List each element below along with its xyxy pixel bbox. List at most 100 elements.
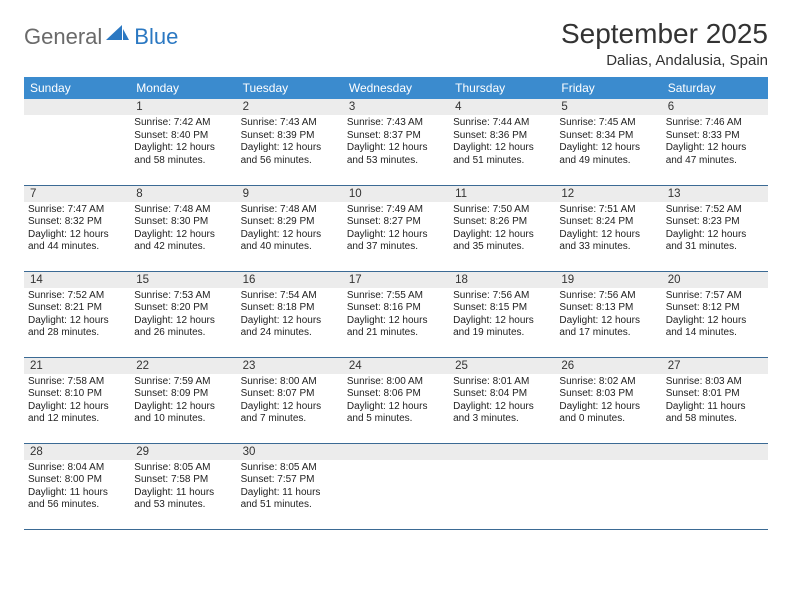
sunset-value: 8:40 PM — [171, 130, 208, 141]
sunset-label: Sunset: — [347, 216, 381, 227]
day-number-empty — [449, 444, 555, 460]
day-detail: Sunrise: 7:52 AMSunset: 8:23 PMDaylight:… — [662, 202, 768, 258]
day-number: 27 — [662, 358, 768, 374]
location-text: Dalias, Andalusia, Spain — [561, 52, 768, 69]
day-number: 15 — [130, 272, 236, 288]
sunset-value: 8:04 PM — [490, 388, 527, 399]
sunrise-value: 7:56 AM — [493, 290, 530, 301]
calendar-day-cell: 8Sunrise: 7:48 AMSunset: 8:30 PMDaylight… — [130, 185, 236, 271]
day-detail: Sunrise: 7:48 AMSunset: 8:30 PMDaylight:… — [130, 202, 236, 258]
header: General Blue September 2025 Dalias, Anda… — [24, 18, 768, 69]
calendar-week-row: 1Sunrise: 7:42 AMSunset: 8:40 PMDaylight… — [24, 99, 768, 185]
sunrise-value: 7:53 AM — [174, 290, 211, 301]
sunrise-label: Sunrise: — [241, 462, 278, 473]
sunset-label: Sunset: — [453, 388, 487, 399]
sunset-label: Sunset: — [453, 130, 487, 141]
sunset-value: 7:58 PM — [171, 474, 208, 485]
sunset-value: 7:57 PM — [277, 474, 314, 485]
daylight-label: Daylight: — [347, 315, 386, 326]
sunrise-value: 7:54 AM — [280, 290, 317, 301]
sunrise-label: Sunrise: — [666, 117, 703, 128]
sunrise-label: Sunrise: — [666, 376, 703, 387]
sunrise-value: 7:59 AM — [174, 376, 211, 387]
day-detail: Sunrise: 7:55 AMSunset: 8:16 PMDaylight:… — [343, 288, 449, 344]
calendar-day-cell: 4Sunrise: 7:44 AMSunset: 8:36 PMDaylight… — [449, 99, 555, 185]
calendar-day-cell: 19Sunrise: 7:56 AMSunset: 8:13 PMDayligh… — [555, 271, 661, 357]
sunrise-label: Sunrise: — [347, 376, 384, 387]
sunset-value: 8:20 PM — [171, 302, 208, 313]
day-number: 14 — [24, 272, 130, 288]
calendar-day-cell: 10Sunrise: 7:49 AMSunset: 8:27 PMDayligh… — [343, 185, 449, 271]
day-body-empty — [24, 115, 130, 165]
sunrise-value: 7:57 AM — [705, 290, 742, 301]
sunset-value: 8:39 PM — [277, 130, 314, 141]
weekday-header-row: Sunday Monday Tuesday Wednesday Thursday… — [24, 77, 768, 99]
sunrise-label: Sunrise: — [559, 290, 596, 301]
day-number: 4 — [449, 99, 555, 115]
sunset-value: 8:26 PM — [490, 216, 527, 227]
calendar-day-cell: 14Sunrise: 7:52 AMSunset: 8:21 PMDayligh… — [24, 271, 130, 357]
sunrise-value: 7:50 AM — [493, 204, 530, 215]
sunset-value: 8:37 PM — [384, 130, 421, 141]
weekday-header: Thursday — [449, 77, 555, 99]
sunset-label: Sunset: — [134, 130, 168, 141]
sunset-label: Sunset: — [347, 302, 381, 313]
day-number: 20 — [662, 272, 768, 288]
sunset-label: Sunset: — [28, 388, 62, 399]
sunset-label: Sunset: — [28, 216, 62, 227]
sunset-value: 8:06 PM — [384, 388, 421, 399]
sunset-value: 8:21 PM — [65, 302, 102, 313]
sunrise-value: 7:55 AM — [386, 290, 423, 301]
daylight-label: Daylight: — [28, 487, 67, 498]
day-detail: Sunrise: 8:02 AMSunset: 8:03 PMDaylight:… — [555, 374, 661, 430]
weekday-header: Sunday — [24, 77, 130, 99]
sunset-value: 8:09 PM — [171, 388, 208, 399]
daylight-label: Daylight: — [241, 315, 280, 326]
sunrise-label: Sunrise: — [347, 290, 384, 301]
logo: General Blue — [24, 24, 178, 50]
daylight-label: Daylight: — [241, 142, 280, 153]
day-number: 10 — [343, 186, 449, 202]
sunrise-label: Sunrise: — [453, 376, 490, 387]
sunrise-value: 7:45 AM — [599, 117, 636, 128]
sunrise-value: 7:44 AM — [493, 117, 530, 128]
day-detail: Sunrise: 7:48 AMSunset: 8:29 PMDaylight:… — [237, 202, 343, 258]
day-detail: Sunrise: 7:52 AMSunset: 8:21 PMDaylight:… — [24, 288, 130, 344]
sunset-label: Sunset: — [134, 474, 168, 485]
sunrise-value: 7:49 AM — [386, 204, 423, 215]
day-detail: Sunrise: 7:53 AMSunset: 8:20 PMDaylight:… — [130, 288, 236, 344]
daylight-label: Daylight: — [559, 401, 598, 412]
weekday-header: Monday — [130, 77, 236, 99]
daylight-label: Daylight: — [559, 142, 598, 153]
sunset-label: Sunset: — [666, 302, 700, 313]
sunset-label: Sunset: — [559, 302, 593, 313]
sunrise-label: Sunrise: — [28, 462, 65, 473]
sunset-value: 8:00 PM — [65, 474, 102, 485]
logo-sail-icon — [106, 25, 130, 48]
calendar-day-cell: 13Sunrise: 7:52 AMSunset: 8:23 PMDayligh… — [662, 185, 768, 271]
day-detail: Sunrise: 8:01 AMSunset: 8:04 PMDaylight:… — [449, 374, 555, 430]
day-detail: Sunrise: 7:58 AMSunset: 8:10 PMDaylight:… — [24, 374, 130, 430]
day-body-empty — [343, 460, 449, 510]
sunrise-value: 7:48 AM — [174, 204, 211, 215]
calendar-day-cell: 30Sunrise: 8:05 AMSunset: 7:57 PMDayligh… — [237, 443, 343, 529]
sunrise-label: Sunrise: — [453, 290, 490, 301]
day-detail: Sunrise: 7:43 AMSunset: 8:39 PMDaylight:… — [237, 115, 343, 171]
sunrise-label: Sunrise: — [241, 290, 278, 301]
calendar-table: Sunday Monday Tuesday Wednesday Thursday… — [24, 77, 768, 530]
daylight-label: Daylight: — [453, 229, 492, 240]
day-detail: Sunrise: 7:47 AMSunset: 8:32 PMDaylight:… — [24, 202, 130, 258]
day-number: 29 — [130, 444, 236, 460]
sunset-label: Sunset: — [453, 302, 487, 313]
weekday-header: Wednesday — [343, 77, 449, 99]
daylight-label: Daylight: — [559, 315, 598, 326]
sunrise-value: 7:51 AM — [599, 204, 636, 215]
calendar-day-cell — [555, 443, 661, 529]
sunset-value: 8:18 PM — [277, 302, 314, 313]
daylight-label: Daylight: — [666, 401, 705, 412]
daylight-label: Daylight: — [28, 401, 67, 412]
calendar-day-cell: 21Sunrise: 7:58 AMSunset: 8:10 PMDayligh… — [24, 357, 130, 443]
calendar-day-cell: 17Sunrise: 7:55 AMSunset: 8:16 PMDayligh… — [343, 271, 449, 357]
sunset-label: Sunset: — [559, 216, 593, 227]
day-detail: Sunrise: 7:56 AMSunset: 8:13 PMDaylight:… — [555, 288, 661, 344]
